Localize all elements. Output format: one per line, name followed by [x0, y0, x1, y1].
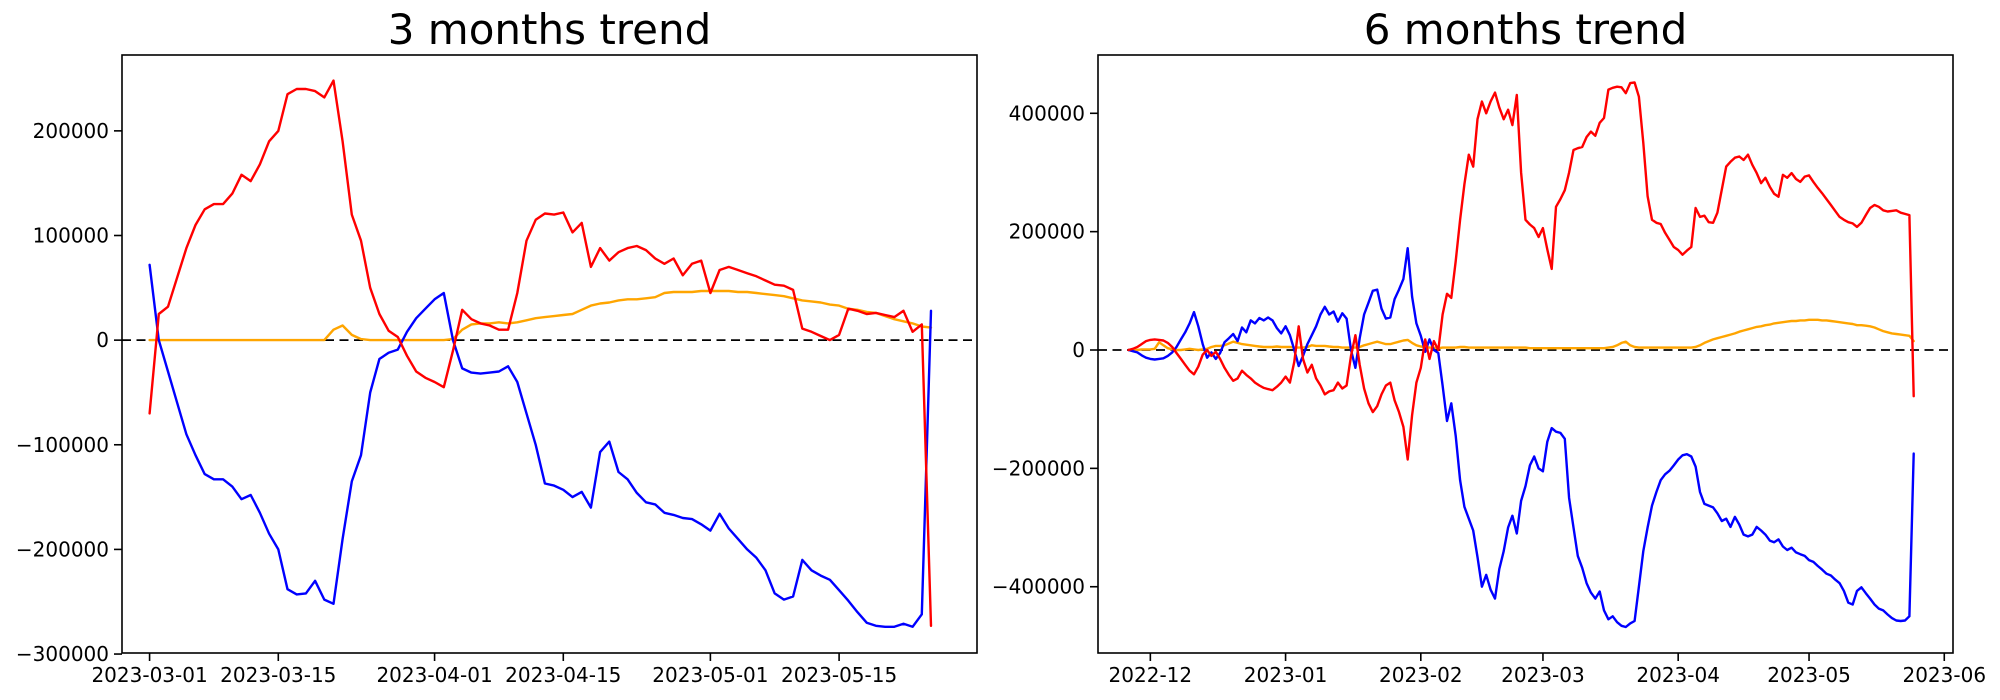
y-tick-label: 0 [96, 328, 109, 352]
y-tick-label: −300000 [16, 642, 109, 666]
x-tick-label: 2023-05 [1767, 663, 1851, 687]
plot-border [1097, 54, 1954, 654]
y-tick-label: 100000 [33, 223, 109, 247]
y-tick-label: −200000 [16, 537, 109, 561]
x-tick-label: 2023-03-15 [220, 663, 336, 687]
orange-line [1127, 318, 1915, 352]
left-chart-title: 3 months trend [388, 5, 712, 54]
blue-line [1127, 246, 1915, 629]
x-tick-label: 2023-04-15 [505, 663, 621, 687]
x-tick-label: 2023-05-15 [781, 663, 897, 687]
red-line [1127, 81, 1915, 461]
x-tick-label: 2023-05-01 [652, 663, 768, 687]
y-tick-label: 0 [1072, 338, 1085, 362]
x-tick-label: 2023-01 [1244, 663, 1328, 687]
plot-border [121, 54, 978, 654]
right-chart: 2022-12 2023-01 2023-02 2023-03 2023-04 2023-… [992, 5, 1986, 687]
x-tick-label: 2023-03-01 [91, 663, 207, 687]
y-tick-label: 200000 [33, 119, 109, 143]
y-tick-label: −400000 [992, 575, 1085, 599]
y-tick-label: 200000 [1009, 220, 1085, 244]
x-tick-label: 2023-03 [1501, 663, 1585, 687]
y-tick-label: −200000 [992, 456, 1085, 480]
x-tick-label: 2023-04-01 [376, 663, 492, 687]
right-chart-title: 6 months trend [1364, 5, 1688, 54]
orange-line [148, 289, 933, 342]
y-tick-label: 400000 [1009, 101, 1085, 125]
blue-line [148, 263, 933, 628]
x-tick-label: 2023-06 [1902, 663, 1986, 687]
x-tick-label: 2023-02 [1379, 663, 1463, 687]
y-tick-label: −100000 [16, 433, 109, 457]
x-tick-label: 2022-12 [1109, 663, 1193, 687]
red-line [148, 79, 933, 627]
x-tick-label: 2023-04 [1636, 663, 1720, 687]
left-chart: 2023-03-01 2023-03-15 2023-04-01 2023-04-15… [16, 5, 978, 687]
